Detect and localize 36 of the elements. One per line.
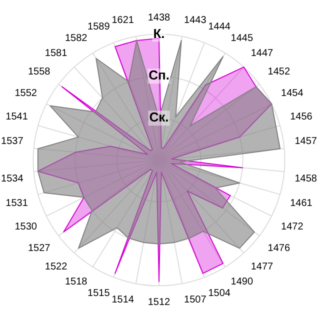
spoke-label: 1490 — [230, 276, 254, 288]
spoke-label: 1534 — [1, 173, 24, 184]
spoke-label: 1541 — [6, 111, 28, 122]
spoke-label: 1537 — [1, 136, 24, 148]
y-tick-label: К. — [153, 26, 165, 41]
spoke-label: 1504 — [208, 288, 231, 299]
spoke-label: 1514 — [112, 294, 134, 306]
spoke-label: 1456 — [290, 111, 313, 122]
spoke-label: 1438 — [148, 12, 171, 24]
spoke-label: 1552 — [14, 88, 38, 99]
spoke-label: 1581 — [44, 48, 68, 60]
spoke-label: 1515 — [88, 288, 110, 299]
spoke-label: 1589 — [88, 22, 110, 33]
spoke-label: 1458 — [294, 173, 318, 184]
spoke-label: 1452 — [268, 66, 290, 78]
spoke-label: 1447 — [250, 48, 274, 60]
spoke-label: 1443 — [184, 14, 207, 26]
y-tick-label: Сп. — [148, 68, 170, 83]
spoke-label: 1472 — [281, 222, 304, 233]
spoke-label: 1558 — [28, 66, 51, 78]
spoke-label: 1461 — [290, 198, 313, 210]
spoke-label: 1512 — [148, 297, 171, 308]
spoke-label: 1531 — [6, 198, 28, 210]
spoke-label: 1530 — [14, 222, 38, 233]
spoke-label: 1522 — [44, 261, 68, 272]
spoke-label: 1477 — [250, 261, 274, 272]
spoke-label: 1507 — [184, 294, 207, 306]
spoke-label: 1527 — [28, 242, 51, 254]
spoke-label: 1457 — [294, 136, 318, 148]
spoke-label: 1444 — [208, 22, 231, 33]
spoke-label: 1476 — [268, 242, 290, 254]
spoke-label: 1454 — [281, 88, 304, 99]
spoke-label: 1582 — [64, 32, 88, 44]
spoke-label: 1445 — [230, 32, 254, 44]
spoke-label: 1621 — [112, 14, 134, 26]
spoke-label: 1518 — [64, 276, 88, 288]
